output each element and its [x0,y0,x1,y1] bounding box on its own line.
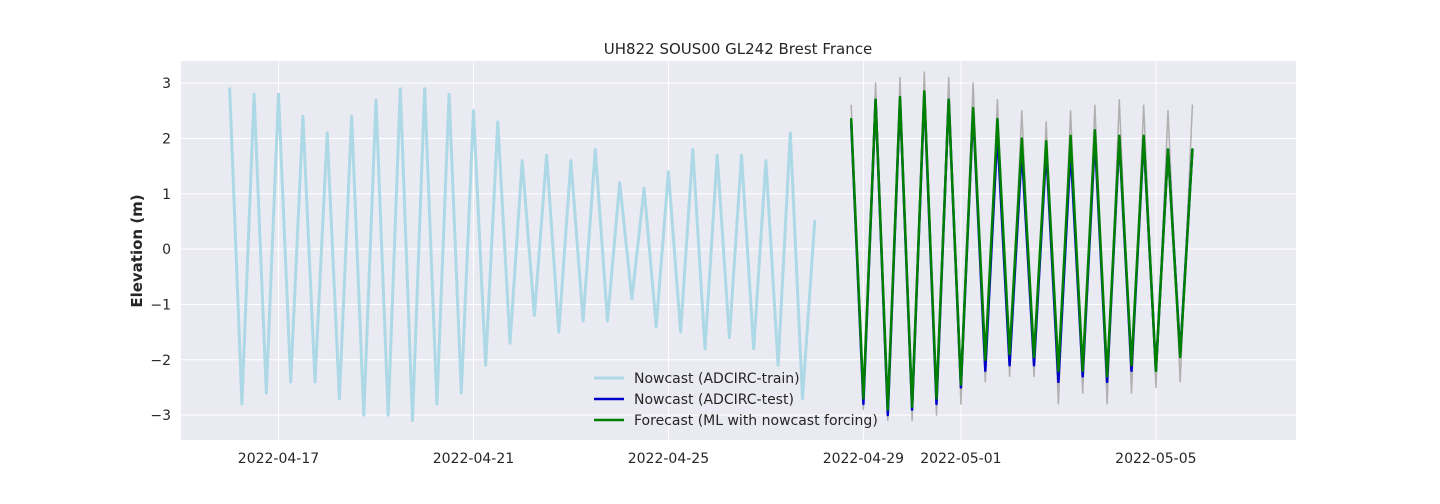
y-tick-label: −1 [150,297,171,313]
x-axis: 2022-04-17 2022-04-21 2022-04-25 2022-04-29… [238,451,1197,467]
x-tick-label: 2022-04-17 [238,451,319,467]
y-tick-label: 2 [162,131,171,147]
legend-entry: Nowcast (ADCIRC-train) [634,371,800,387]
x-tick-label: 2022-04-29 [823,451,904,467]
legend-entry: Forecast (ML with nowcast forcing) [634,413,878,429]
y-tick-label: 3 [162,76,171,92]
legend-entry: Nowcast (ADCIRC-test) [634,392,794,408]
plot-area [181,61,1296,440]
series-line-3 [849,90,1194,411]
y-axis-label: Elevation (m) [128,194,146,307]
series-line-0 [228,87,817,423]
y-tick-label: 0 [162,242,171,258]
x-tick-label: 2022-05-05 [1115,451,1196,467]
y-tick-label: −3 [150,408,171,424]
x-tick-label: 2022-04-25 [628,451,709,467]
y-tick-label: 1 [162,187,171,203]
legend: Nowcast (ADCIRC-train) Nowcast (ADCIRC-te… [594,371,878,429]
chart-title: UH822 SOUS00 GL242 Brest France [604,40,872,58]
x-tick-label: 2022-04-21 [433,451,514,467]
y-tick-label: −2 [150,353,171,369]
x-tick-label: 2022-05-01 [920,451,1001,467]
y-axis: −3 −2 −1 0 1 2 3 [150,76,171,424]
series-lines [228,71,1194,423]
